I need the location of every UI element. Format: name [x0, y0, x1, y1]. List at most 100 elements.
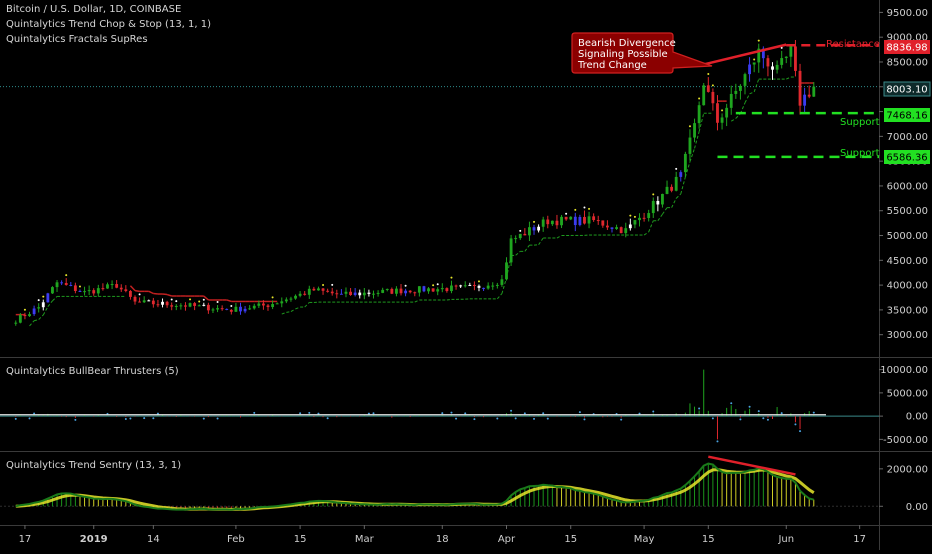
- candle-body: [358, 293, 361, 296]
- thruster-marker: [698, 408, 700, 410]
- candle-body: [372, 294, 375, 295]
- candle-body: [345, 292, 348, 294]
- candle-body: [395, 289, 398, 294]
- resistance-value: 8836.98: [886, 43, 927, 54]
- y3-tick-label: 0.00: [906, 502, 928, 513]
- candle-body: [239, 307, 242, 312]
- candle-body: [739, 86, 742, 91]
- candle-body: [652, 201, 655, 213]
- candle-body: [661, 194, 664, 205]
- candle-body: [326, 291, 329, 292]
- candle-body: [317, 288, 320, 290]
- candle-body: [436, 289, 439, 291]
- candle-body: [88, 290, 91, 291]
- thruster-marker: [372, 412, 374, 414]
- thruster-marker: [473, 418, 475, 420]
- candle-body: [28, 314, 31, 316]
- y2-tick-label: 10000.00: [880, 365, 928, 376]
- thruster-marker: [799, 430, 801, 432]
- candle-body: [753, 62, 756, 64]
- candle-body: [184, 305, 187, 306]
- fractal-dot: [675, 168, 677, 170]
- thrusters-title: Quintalytics BullBear Thrusters (5): [6, 366, 179, 377]
- candle-body: [716, 103, 719, 123]
- fractal-dot: [588, 208, 590, 210]
- thruster-marker: [620, 419, 622, 421]
- candle-body: [670, 187, 673, 191]
- candle-body: [74, 285, 77, 291]
- fractal-dot: [652, 193, 654, 195]
- y-tick-label: 3500.00: [887, 305, 928, 316]
- candle-body: [725, 108, 728, 118]
- thruster-marker: [203, 418, 205, 420]
- candle-body: [656, 201, 659, 204]
- candle-body: [83, 291, 86, 292]
- candle-body: [198, 305, 201, 306]
- candle-body: [189, 303, 192, 307]
- candle-body: [42, 302, 45, 307]
- x-tick-label: 2019: [80, 534, 108, 545]
- stop-line-segment: [153, 294, 158, 295]
- fractal-dot: [758, 40, 760, 42]
- candle-body: [400, 289, 403, 294]
- candle-body: [33, 309, 36, 315]
- y-tick-label: 6000.00: [887, 181, 928, 192]
- thruster-marker: [299, 412, 301, 414]
- candle-body: [363, 293, 366, 296]
- fractal-dot: [322, 284, 324, 286]
- candle-body: [157, 304, 160, 305]
- y2-tick-label: -5000.00: [883, 435, 928, 446]
- candle-body: [354, 293, 357, 295]
- x-tick-label: 15: [564, 534, 577, 545]
- candle-body: [134, 297, 137, 302]
- candle-body: [423, 286, 426, 291]
- thruster-marker: [652, 410, 654, 412]
- fractal-dot: [175, 300, 177, 302]
- candle-body: [803, 95, 806, 106]
- y-tick-label: 7000.00: [887, 132, 928, 143]
- fractal-dot: [533, 221, 535, 223]
- x-tick-label: 18: [436, 534, 449, 545]
- fractal-dot: [519, 230, 521, 232]
- y-tick-label: 9500.00: [887, 8, 928, 19]
- candle-body: [707, 85, 710, 92]
- thruster-marker: [74, 419, 76, 421]
- candle-body: [675, 177, 678, 191]
- fractal-dot: [689, 125, 691, 127]
- candle-body: [312, 289, 315, 291]
- candle-body: [620, 227, 623, 233]
- fractal-dot: [230, 305, 232, 307]
- candle-body: [331, 292, 334, 294]
- fractal-dot: [634, 216, 636, 218]
- candle-body: [500, 279, 503, 285]
- candle-body: [491, 286, 494, 287]
- candle-body: [689, 138, 692, 154]
- thruster-marker: [29, 417, 31, 419]
- candle-body: [244, 309, 247, 312]
- candle-body: [120, 288, 123, 290]
- candle-body: [230, 310, 233, 312]
- candle-body: [693, 123, 696, 137]
- current-price-value: 8003.10: [886, 85, 927, 96]
- thruster-marker: [441, 412, 443, 414]
- support-2-label: Support: [840, 148, 880, 159]
- fractal-dot: [753, 58, 755, 60]
- candle-body: [322, 288, 325, 290]
- support-1-value: 7468.16: [886, 111, 927, 122]
- fractal-dot: [574, 209, 576, 211]
- thruster-marker: [583, 418, 585, 420]
- thruster-marker: [125, 418, 127, 420]
- candle-body: [404, 291, 407, 294]
- fractal-dot: [203, 299, 205, 301]
- candle-body: [386, 289, 389, 290]
- thruster-marker: [217, 417, 219, 419]
- candle-body: [780, 58, 783, 65]
- candle-body: [647, 213, 650, 218]
- candle-body: [335, 293, 338, 294]
- candle-body: [624, 228, 627, 233]
- candle-body: [698, 105, 701, 123]
- candle-body: [427, 288, 430, 291]
- candle-body: [413, 292, 416, 293]
- thruster-marker: [794, 423, 796, 425]
